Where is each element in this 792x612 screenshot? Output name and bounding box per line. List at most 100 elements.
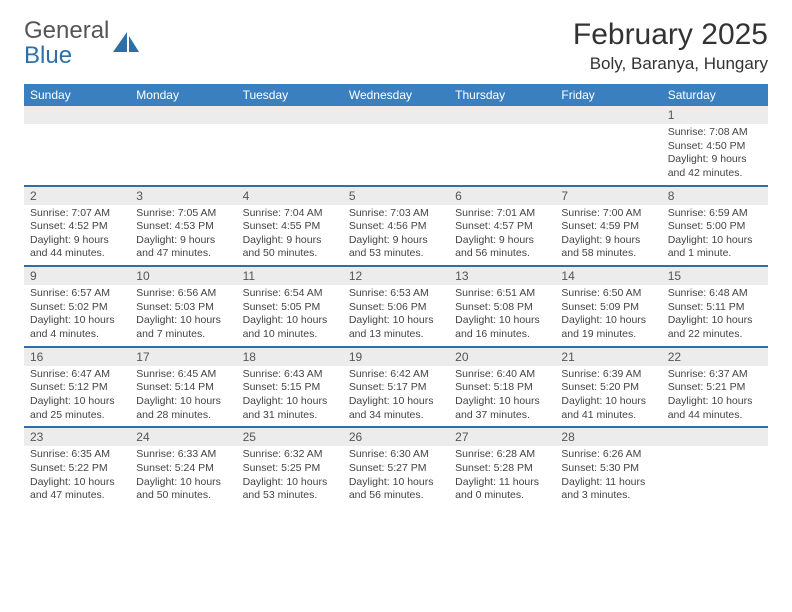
day-cell: 26Sunrise: 6:30 AMSunset: 5:27 PMDayligh… [343,428,449,507]
day-line: Sunrise: 6:32 AM [243,448,337,462]
day-line: Daylight: 9 hours and 47 minutes. [136,234,230,261]
day-body: Sunrise: 6:28 AMSunset: 5:28 PMDaylight:… [449,446,555,507]
day-number: 24 [130,428,236,446]
day-line: Sunrise: 7:01 AM [455,207,549,221]
day-cell: 7Sunrise: 7:00 AMSunset: 4:59 PMDaylight… [555,187,661,266]
day-number: 11 [237,267,343,285]
day-number: 9 [24,267,130,285]
day-line: Sunset: 4:55 PM [243,220,337,234]
day-line: Daylight: 10 hours and 16 minutes. [455,314,549,341]
day-line: Daylight: 10 hours and 22 minutes. [668,314,762,341]
day-line: Sunrise: 6:51 AM [455,287,549,301]
day-line: Sunset: 4:52 PM [30,220,124,234]
day-line: Sunrise: 6:50 AM [561,287,655,301]
day-line: Sunset: 4:57 PM [455,220,549,234]
day-line: Daylight: 9 hours and 56 minutes. [455,234,549,261]
day-cell: 5Sunrise: 7:03 AMSunset: 4:56 PMDaylight… [343,187,449,266]
day-number [130,106,236,124]
day-line: Sunset: 5:18 PM [455,381,549,395]
day-number: 5 [343,187,449,205]
day-number: 18 [237,348,343,366]
day-line: Sunset: 5:06 PM [349,301,443,315]
day-cell: 20Sunrise: 6:40 AMSunset: 5:18 PMDayligh… [449,348,555,427]
day-body [237,124,343,130]
day-line: Daylight: 10 hours and 37 minutes. [455,395,549,422]
day-line: Sunset: 5:09 PM [561,301,655,315]
day-body: Sunrise: 6:45 AMSunset: 5:14 PMDaylight:… [130,366,236,427]
day-number: 14 [555,267,661,285]
day-cell: 19Sunrise: 6:42 AMSunset: 5:17 PMDayligh… [343,348,449,427]
day-line: Sunset: 5:22 PM [30,462,124,476]
day-number: 8 [662,187,768,205]
day-number: 3 [130,187,236,205]
day-body: Sunrise: 6:50 AMSunset: 5:09 PMDaylight:… [555,285,661,346]
day-number [449,106,555,124]
day-line: Daylight: 10 hours and 19 minutes. [561,314,655,341]
dow-cell: Wednesday [343,84,449,106]
dow-cell: Tuesday [237,84,343,106]
week-row: 16Sunrise: 6:47 AMSunset: 5:12 PMDayligh… [24,348,768,429]
day-body: Sunrise: 6:53 AMSunset: 5:06 PMDaylight:… [343,285,449,346]
day-line: Daylight: 10 hours and 28 minutes. [136,395,230,422]
day-cell [237,106,343,185]
day-line: Sunset: 5:20 PM [561,381,655,395]
day-number: 19 [343,348,449,366]
dow-cell: Friday [555,84,661,106]
dow-cell: Thursday [449,84,555,106]
day-body: Sunrise: 7:05 AMSunset: 4:53 PMDaylight:… [130,205,236,266]
day-line: Sunset: 5:12 PM [30,381,124,395]
day-line: Sunset: 5:03 PM [136,301,230,315]
brand-word2: Blue [24,42,72,69]
day-line: Sunset: 5:02 PM [30,301,124,315]
week-row: 9Sunrise: 6:57 AMSunset: 5:02 PMDaylight… [24,267,768,348]
day-line: Sunrise: 6:33 AM [136,448,230,462]
day-line: Daylight: 10 hours and 7 minutes. [136,314,230,341]
day-line: Sunrise: 7:04 AM [243,207,337,221]
day-body [24,124,130,130]
day-cell: 2Sunrise: 7:07 AMSunset: 4:52 PMDaylight… [24,187,130,266]
day-line: Daylight: 10 hours and 13 minutes. [349,314,443,341]
day-body [449,124,555,130]
day-cell: 3Sunrise: 7:05 AMSunset: 4:53 PMDaylight… [130,187,236,266]
day-line: Sunrise: 6:53 AM [349,287,443,301]
location: Boly, Baranya, Hungary [573,54,768,74]
day-body: Sunrise: 6:57 AMSunset: 5:02 PMDaylight:… [24,285,130,346]
day-body: Sunrise: 6:48 AMSunset: 5:11 PMDaylight:… [662,285,768,346]
day-number: 1 [662,106,768,124]
day-cell: 4 Sunrise: 7:04 AMSunset: 4:55 PMDaylight… [237,187,343,266]
day-line: Daylight: 10 hours and 56 minutes. [349,476,443,503]
day-line: Sunrise: 6:42 AM [349,368,443,382]
day-number: 17 [130,348,236,366]
day-body: Sunrise: 6:39 AMSunset: 5:20 PMDaylight:… [555,366,661,427]
day-number: 26 [343,428,449,446]
week-row: 23Sunrise: 6:35 AMSunset: 5:22 PMDayligh… [24,428,768,507]
day-body: Sunrise: 7:03 AMSunset: 4:56 PMDaylight:… [343,205,449,266]
day-line: Daylight: 9 hours and 58 minutes. [561,234,655,261]
day-line: Sunrise: 6:56 AM [136,287,230,301]
day-cell [449,106,555,185]
day-line: Daylight: 10 hours and 4 minutes. [30,314,124,341]
day-number: 20 [449,348,555,366]
day-number: 25 [237,428,343,446]
day-cell: 1Sunrise: 7:08 AMSunset: 4:50 PMDaylight… [662,106,768,185]
day-cell: 14Sunrise: 6:50 AMSunset: 5:09 PMDayligh… [555,267,661,346]
day-number: 4 [237,187,343,205]
day-line: Sunrise: 6:28 AM [455,448,549,462]
day-line: Sunset: 5:17 PM [349,381,443,395]
day-number [24,106,130,124]
day-number: 6 [449,187,555,205]
day-line: Sunset: 5:05 PM [243,301,337,315]
day-body: Sunrise: 6:35 AMSunset: 5:22 PMDaylight:… [24,446,130,507]
day-cell: 15Sunrise: 6:48 AMSunset: 5:11 PMDayligh… [662,267,768,346]
day-cell: 12Sunrise: 6:53 AMSunset: 5:06 PMDayligh… [343,267,449,346]
day-line: Daylight: 9 hours and 50 minutes. [243,234,337,261]
day-line: Sunrise: 6:37 AM [668,368,762,382]
day-body [662,446,768,452]
day-body: Sunrise: 6:26 AMSunset: 5:30 PMDaylight:… [555,446,661,507]
day-number: 7 [555,187,661,205]
brand-word1: General [24,17,109,44]
day-line: Daylight: 11 hours and 3 minutes. [561,476,655,503]
header: General Blue February 2025 Boly, Baranya… [24,18,768,74]
day-number [555,106,661,124]
day-number: 23 [24,428,130,446]
